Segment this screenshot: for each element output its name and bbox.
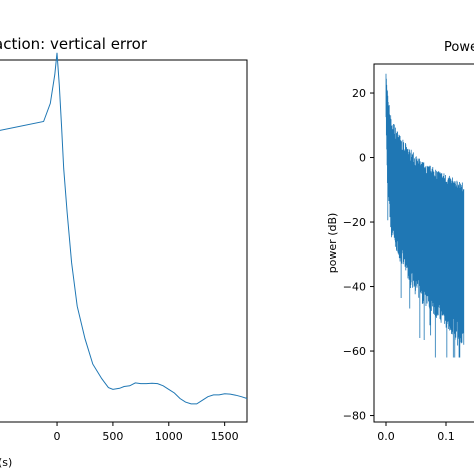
right-y-axis-label: power (dB) (326, 213, 339, 274)
left-chart-title: action: vertical error (0, 35, 148, 53)
right-chart-frame (373, 63, 474, 423)
right-x-tick-label: 0.1 (437, 430, 455, 443)
right-y-tick-label: −60 (343, 345, 366, 358)
left-x-ticks: 0 500 1000 1500 (54, 422, 239, 443)
right-y-tick-label: −40 (343, 281, 366, 294)
left-series-line (0, 52, 248, 405)
left-x-tick-label: 1500 (211, 430, 239, 443)
right-y-tick-label: 20 (352, 87, 366, 100)
right-y-tick-label: −80 (343, 410, 366, 423)
right-series-path (385, 73, 465, 358)
right-x-ticks: 0.0 0.1 (377, 422, 455, 443)
right-chart-title: Powe (444, 40, 474, 55)
right-series-line (385, 73, 465, 358)
left-x-tick-label: 500 (102, 430, 123, 443)
right-chart: Powe 20 0 −20 −40 −60 −80 0.0 0.1 power (dB) (326, 40, 474, 443)
right-y-ticks: 20 0 −20 −40 −60 −80 (343, 87, 374, 423)
left-chart: action: vertical error 0 500 1000 1500 (s) (0, 35, 248, 469)
left-x-tick-label: 0 (54, 430, 61, 443)
right-y-tick-label: 0 (359, 152, 366, 165)
left-chart-frame (0, 59, 248, 423)
right-x-tick-label: 0.0 (377, 430, 395, 443)
right-y-tick-label: −20 (343, 216, 366, 229)
left-x-tick-label: 1000 (155, 430, 183, 443)
left-x-axis-label: (s) (0, 456, 12, 469)
